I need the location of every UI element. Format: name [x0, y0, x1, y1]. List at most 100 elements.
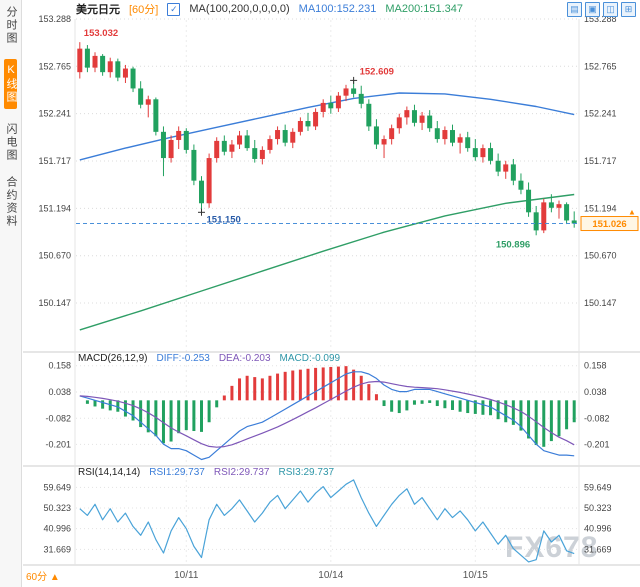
rsi-header: RSI(14,14,14) RSI1:29.737 RSI2:29.737 RS… [78, 467, 334, 478]
macd-dea-line [79, 380, 575, 448]
watermark: FX678 [505, 531, 599, 564]
macd-axis-label-left: -0.082 [45, 413, 71, 423]
candle-body [526, 189, 532, 213]
timeframe-label[interactable]: [60分] [129, 4, 159, 16]
candle-body [404, 110, 410, 118]
price-axis-label-right: 152.241 [584, 109, 617, 119]
candle-body [518, 180, 524, 190]
candle-body [480, 148, 486, 158]
rsi-line [79, 479, 575, 563]
sidebar-item-lightning-chart[interactable]: 闪电图 [5, 123, 17, 162]
candle-body [145, 99, 151, 105]
candle-body [100, 55, 106, 73]
dual-pane-icon[interactable]: ◫ [603, 2, 618, 17]
price-axis-label-right: 151.717 [584, 156, 617, 166]
candle-body [244, 135, 250, 149]
macd-axis-label-right: 0.158 [584, 361, 607, 371]
candle-body [396, 117, 402, 129]
candle-body [107, 61, 113, 73]
price-axis-label-left: 150.670 [38, 251, 71, 261]
sidebar-item-candle-chart[interactable]: K线图 [4, 59, 17, 109]
price-direction-arrow: ▲ [628, 208, 636, 217]
timeframe-dropdown[interactable]: 60分 ▲ [26, 568, 60, 583]
symbol-name: 美元日元 [76, 4, 120, 16]
candle-body [411, 110, 417, 123]
candle-body [381, 139, 387, 145]
candle-body [442, 130, 448, 140]
macd-header: MACD(26,12,9) DIFF:-0.253 DEA:-0.203 MAC… [78, 353, 340, 364]
rsi1-value: RSI1:29.737 [149, 467, 205, 478]
candle-body [275, 130, 281, 140]
price-axis-label-right: 151.194 [584, 203, 617, 213]
macd-diff-value: DIFF:-0.253 [156, 353, 210, 364]
candle-body [533, 212, 539, 231]
rsi-axis-label-left: 59.649 [43, 482, 71, 492]
sidebar-item-time-chart[interactable]: 分时图 [5, 6, 17, 45]
quad-pane-icon[interactable]: ⊞ [621, 2, 636, 17]
candle-body [488, 148, 494, 161]
price-annotation: 153.032 [84, 28, 118, 39]
macd-axis-label-left: 0.038 [48, 387, 71, 397]
sidebar-item-contract-info[interactable]: 合约资料 [5, 176, 17, 228]
candle-body [267, 139, 273, 150]
candle-body [373, 126, 379, 145]
single-pane-icon[interactable]: ▣ [585, 2, 600, 17]
candle-body [84, 48, 90, 68]
macd-macd-value: MACD:-0.099 [279, 353, 341, 364]
candle-body [328, 102, 334, 109]
rsi2-value: RSI2:29.737 [213, 467, 270, 478]
ma200-value-label: MA200:151.347 [385, 3, 463, 15]
price-annotation: 150.896 [496, 239, 530, 250]
macd-params-label: MACD(26,12,9) [78, 353, 148, 364]
candle-body [183, 130, 189, 150]
candle-body [419, 115, 425, 123]
candle-body [259, 149, 265, 159]
candle-body [495, 160, 501, 172]
candle-body [335, 95, 341, 109]
candle-body [571, 220, 577, 224]
candle-body [138, 88, 144, 105]
rsi-axis-label-right: 31.669 [584, 544, 612, 554]
candle-body [358, 93, 364, 104]
rsi-axis-label-right: 50.323 [584, 503, 612, 513]
candle-body [320, 102, 326, 112]
price-annotation: 152.609 [360, 66, 394, 77]
x-axis-label: 10/15 [463, 570, 488, 581]
line-chart-icon[interactable]: ▤ [567, 2, 582, 17]
candle-body [510, 164, 516, 181]
candle-body [199, 180, 204, 204]
candle-body [366, 103, 372, 127]
candle-body [472, 148, 478, 158]
macd-diff-line [79, 371, 575, 461]
candle-body [92, 55, 98, 68]
ma200-line [79, 193, 575, 331]
dropdown-arrow-icon: ▲ [49, 572, 60, 583]
candle-body [305, 120, 311, 127]
macd-axis-label-right: -0.082 [584, 413, 610, 423]
x-axis-label: 10/14 [318, 570, 343, 581]
last-price-tag [580, 216, 639, 232]
rsi-axis-label-left: 40.996 [43, 524, 71, 534]
candle-body [252, 148, 258, 159]
candle-body [564, 204, 570, 221]
candle-body [457, 137, 463, 143]
candle-body [168, 139, 174, 159]
price-axis-label-left: 151.717 [38, 156, 71, 166]
price-axis-label-right: 153.288 [584, 14, 617, 24]
price-axis-label-left: 152.765 [38, 61, 71, 71]
candle-body [221, 140, 227, 152]
candle-body [115, 61, 121, 78]
candle-body [548, 202, 554, 208]
rsi3-value: RSI3:29.737 [278, 467, 335, 478]
candle-body [176, 130, 182, 140]
macd-dea-value: DEA:-0.203 [218, 353, 271, 364]
price-axis-label-left: 151.194 [38, 203, 71, 213]
macd-axis-label-right: 0.038 [584, 387, 607, 397]
candle-body [214, 140, 220, 159]
ma-settings-checkbox[interactable]: ✓ [167, 2, 181, 16]
price-axis-label-right: 150.147 [584, 298, 617, 308]
candle-body [160, 131, 166, 159]
candle-body [191, 149, 197, 181]
